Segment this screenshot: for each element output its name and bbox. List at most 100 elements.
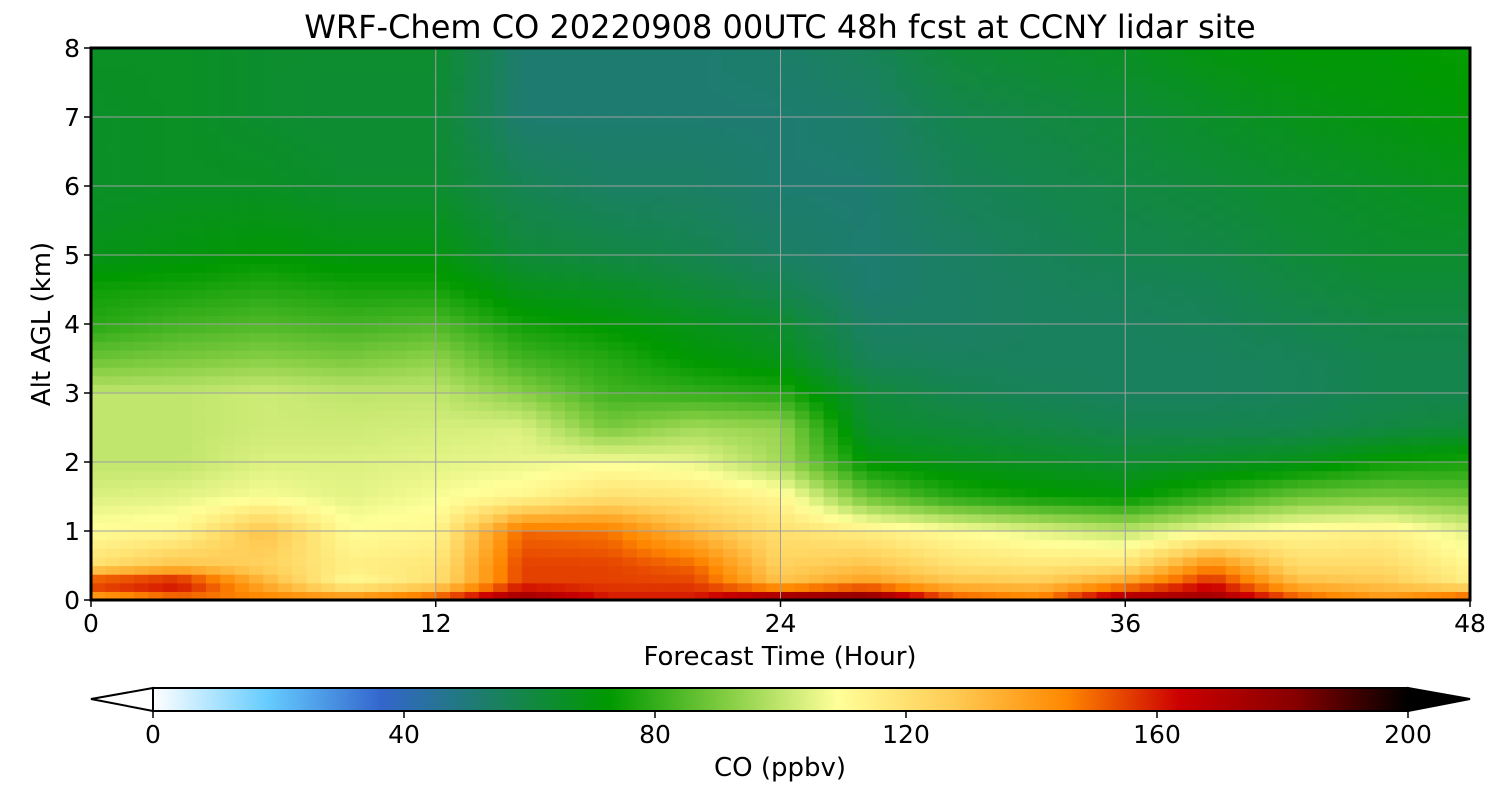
contour-cell xyxy=(622,470,638,480)
contour-cell xyxy=(1096,151,1112,161)
contour-cell xyxy=(220,263,236,273)
contour-cell xyxy=(263,479,279,489)
contour-cell xyxy=(924,341,940,351)
contour-cell xyxy=(148,401,164,411)
contour-cell xyxy=(622,349,638,360)
contour-cell xyxy=(205,255,221,265)
contour-cell xyxy=(1010,479,1026,489)
contour-cell xyxy=(694,237,710,247)
contour-cell xyxy=(679,237,695,247)
contour-cell xyxy=(162,246,178,256)
contour-cell xyxy=(263,453,279,463)
contour-cell xyxy=(1168,591,1184,600)
contour-cell xyxy=(794,229,810,239)
contour-cell xyxy=(1153,177,1169,187)
contour-cell xyxy=(478,574,494,584)
contour-cell xyxy=(1053,531,1069,541)
contour-cell xyxy=(809,548,825,558)
contour-cell xyxy=(665,220,681,230)
contour-cell xyxy=(1125,255,1141,265)
contour-cell xyxy=(895,496,911,506)
contour-cell xyxy=(1153,436,1169,446)
contour-cell xyxy=(521,125,537,135)
contour-cell xyxy=(1039,401,1055,411)
contour-cell xyxy=(809,436,825,446)
contour-cell xyxy=(881,151,897,161)
contour-cell xyxy=(220,410,236,420)
contour-cell xyxy=(378,211,394,222)
contour-cell xyxy=(234,298,250,308)
contour-cell xyxy=(1096,418,1112,429)
contour-cell xyxy=(550,91,566,101)
contour-cell xyxy=(363,418,379,429)
contour-cell xyxy=(608,211,624,222)
contour-cell xyxy=(1010,393,1026,403)
contour-cell xyxy=(1024,332,1040,342)
contour-cell xyxy=(450,255,466,265)
contour-cell xyxy=(134,99,150,109)
contour-cell xyxy=(1139,548,1155,558)
contour-cell xyxy=(277,91,293,101)
contour-cell xyxy=(1197,186,1213,196)
contour-cell xyxy=(1125,177,1141,187)
contour-cell xyxy=(823,315,839,325)
contour-cell xyxy=(306,194,322,204)
contour-cell xyxy=(378,56,394,66)
contour-cell xyxy=(1153,82,1169,92)
contour-cell xyxy=(909,324,925,334)
contour-cell xyxy=(191,82,207,92)
contour-cell xyxy=(1182,375,1198,385)
contour-cell xyxy=(852,375,868,385)
contour-cell xyxy=(694,229,710,239)
contour-cell xyxy=(335,298,351,308)
contour-cell xyxy=(737,591,753,600)
contour-cell xyxy=(1053,151,1069,161)
contour-cell xyxy=(967,186,983,196)
contour-cell xyxy=(809,375,825,385)
contour-cell xyxy=(694,315,710,325)
contour-cell xyxy=(277,418,293,429)
contour-cell xyxy=(1110,246,1126,256)
contour-cell xyxy=(938,246,954,256)
contour-cell xyxy=(794,565,810,575)
contour-cell xyxy=(895,306,911,316)
contour-cell xyxy=(881,324,897,334)
contour-cell xyxy=(1039,531,1055,541)
contour-cell xyxy=(780,220,796,230)
contour-cell xyxy=(263,298,279,308)
contour-cell xyxy=(1053,384,1069,394)
contour-cell xyxy=(249,65,264,75)
contour-cell xyxy=(550,393,566,403)
contour-cell xyxy=(450,384,466,394)
contour-cell xyxy=(1197,375,1213,385)
contour-cell xyxy=(349,453,365,463)
contour-cell xyxy=(751,237,767,247)
contour-cell xyxy=(909,125,925,135)
contour-cell xyxy=(723,73,738,84)
contour-cell xyxy=(1182,462,1198,472)
contour-cell xyxy=(608,272,624,282)
contour-cell xyxy=(938,194,954,204)
contour-cell xyxy=(924,117,940,127)
contour-cell xyxy=(105,393,121,403)
contour-cell xyxy=(162,134,178,144)
contour-cell xyxy=(1096,48,1112,58)
contour-cell xyxy=(478,505,494,515)
contour-cell xyxy=(521,375,537,385)
contour-cell xyxy=(148,263,164,273)
contour-cell xyxy=(91,73,106,84)
contour-cell xyxy=(938,134,954,144)
contour-cell xyxy=(550,410,566,420)
contour-cell xyxy=(1182,203,1198,213)
contour-cell xyxy=(205,151,221,161)
contour-cell xyxy=(450,56,466,66)
contour-cell xyxy=(205,565,221,575)
contour-cell xyxy=(421,263,437,273)
contour-cell xyxy=(1197,142,1213,153)
contour-cell xyxy=(162,220,178,230)
contour-cell xyxy=(1082,324,1098,334)
contour-cell xyxy=(392,289,408,299)
contour-cell xyxy=(751,168,767,178)
contour-cell xyxy=(320,117,336,127)
contour-cell xyxy=(205,160,221,170)
